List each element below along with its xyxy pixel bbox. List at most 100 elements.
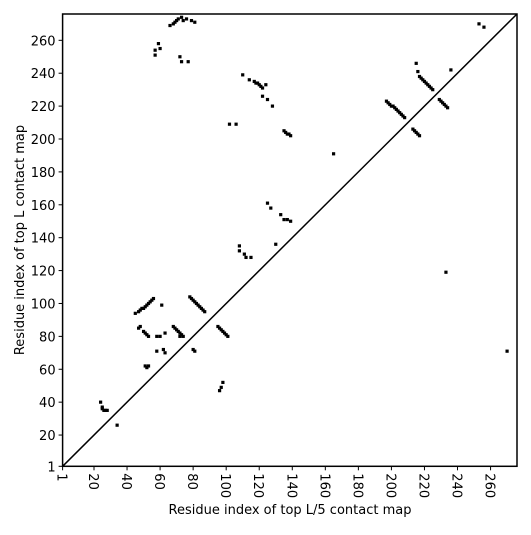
contact-point [419,76,423,80]
contact-point [257,83,261,87]
contact-point [173,20,177,24]
contact-point [249,255,253,260]
contact-point [100,405,104,409]
y-tick-label: 80 [39,330,56,345]
contact-point [221,380,225,385]
contact-point [414,61,418,65]
contact-point [102,408,106,412]
x-tick-label: 40 [118,473,133,490]
contact-point [417,134,422,138]
contact-point [219,328,223,332]
contact-point [145,303,149,307]
contact-point [412,129,417,133]
x-tick-label: 260 [482,473,497,498]
contact-point [224,333,228,337]
contact-point [444,270,448,274]
contact-point [138,324,142,329]
contact-point [260,86,265,90]
contact-point [279,213,283,217]
contact-point [384,99,389,103]
y-tick-label: 200 [31,133,56,148]
contact-point [176,329,180,334]
contact-point [193,300,197,304]
contact-point [221,329,225,334]
contact-point [179,333,184,337]
contact-point [234,122,238,126]
contact-point [505,349,509,353]
contact-point [482,25,486,29]
contact-point [403,116,407,120]
contact-point [198,305,202,309]
contact-point [153,53,157,57]
x-tick-label: 120 [250,473,265,498]
y-tick-label: 240 [31,67,56,82]
x-tick-label: 220 [415,473,430,498]
contact-point [105,408,109,412]
contact-point [386,101,390,105]
contact-point [179,60,184,64]
contact-point [414,130,418,135]
contact-point [160,303,164,307]
x-axis-label: Residue index of top L/5 contact map [169,503,412,518]
y-axis-label: Residue index of top L contact map [13,125,28,355]
contact-point [255,81,260,85]
contact-point [222,331,227,335]
contact-point [189,296,194,301]
y-tick-label: 100 [31,297,56,312]
contact-point [269,206,273,210]
contact-point [241,73,245,77]
contact-point [449,68,453,72]
contact-point [143,364,147,368]
y-tick-label: 40 [39,396,56,411]
contact-point [99,400,103,404]
contact-point [252,79,256,84]
contact-point [442,102,446,107]
y-tick-label: 160 [31,199,56,214]
contact-point [100,407,104,411]
diagonal [62,13,518,467]
contact-point [226,334,230,338]
contact-point [427,84,432,88]
y-tick-label: 20 [39,429,56,444]
x-tick-label: 140 [283,473,298,498]
x-tick-label: 80 [184,473,199,490]
contact-point [140,306,144,311]
contact-point [161,347,165,352]
contact-point [141,306,146,311]
contact-point [394,107,398,111]
contact-point [217,389,222,393]
contact-point [158,334,162,338]
contact-point [179,15,184,19]
contact-point [153,48,157,52]
y-tick-label: 60 [39,363,56,378]
contact-point [389,104,394,108]
contact-point [237,249,242,253]
y-tick-label: 260 [31,34,56,49]
y-tick-label: 220 [31,100,56,115]
contact-point [274,242,278,246]
contact-point [437,97,441,102]
contact-point [141,329,146,334]
contact-point [115,423,119,427]
contact-point [181,334,185,338]
contact-point [175,18,179,23]
x-tick-label: 1 [54,473,69,481]
contact-point [282,129,286,133]
contact-point [189,18,194,23]
plot-frame [61,13,518,468]
contact-point [186,60,190,64]
contact-point [265,201,270,205]
contact-point [148,300,152,304]
contact-point [188,295,192,299]
contact-point [191,298,195,302]
contact-point [168,23,172,28]
contact-point [284,130,288,135]
contact-point [444,104,448,108]
contact-point [175,328,179,332]
contact-point [158,46,162,51]
contact-point [178,334,182,338]
contact-point [331,152,336,156]
contact-point [146,301,151,306]
contact-point [178,55,182,59]
